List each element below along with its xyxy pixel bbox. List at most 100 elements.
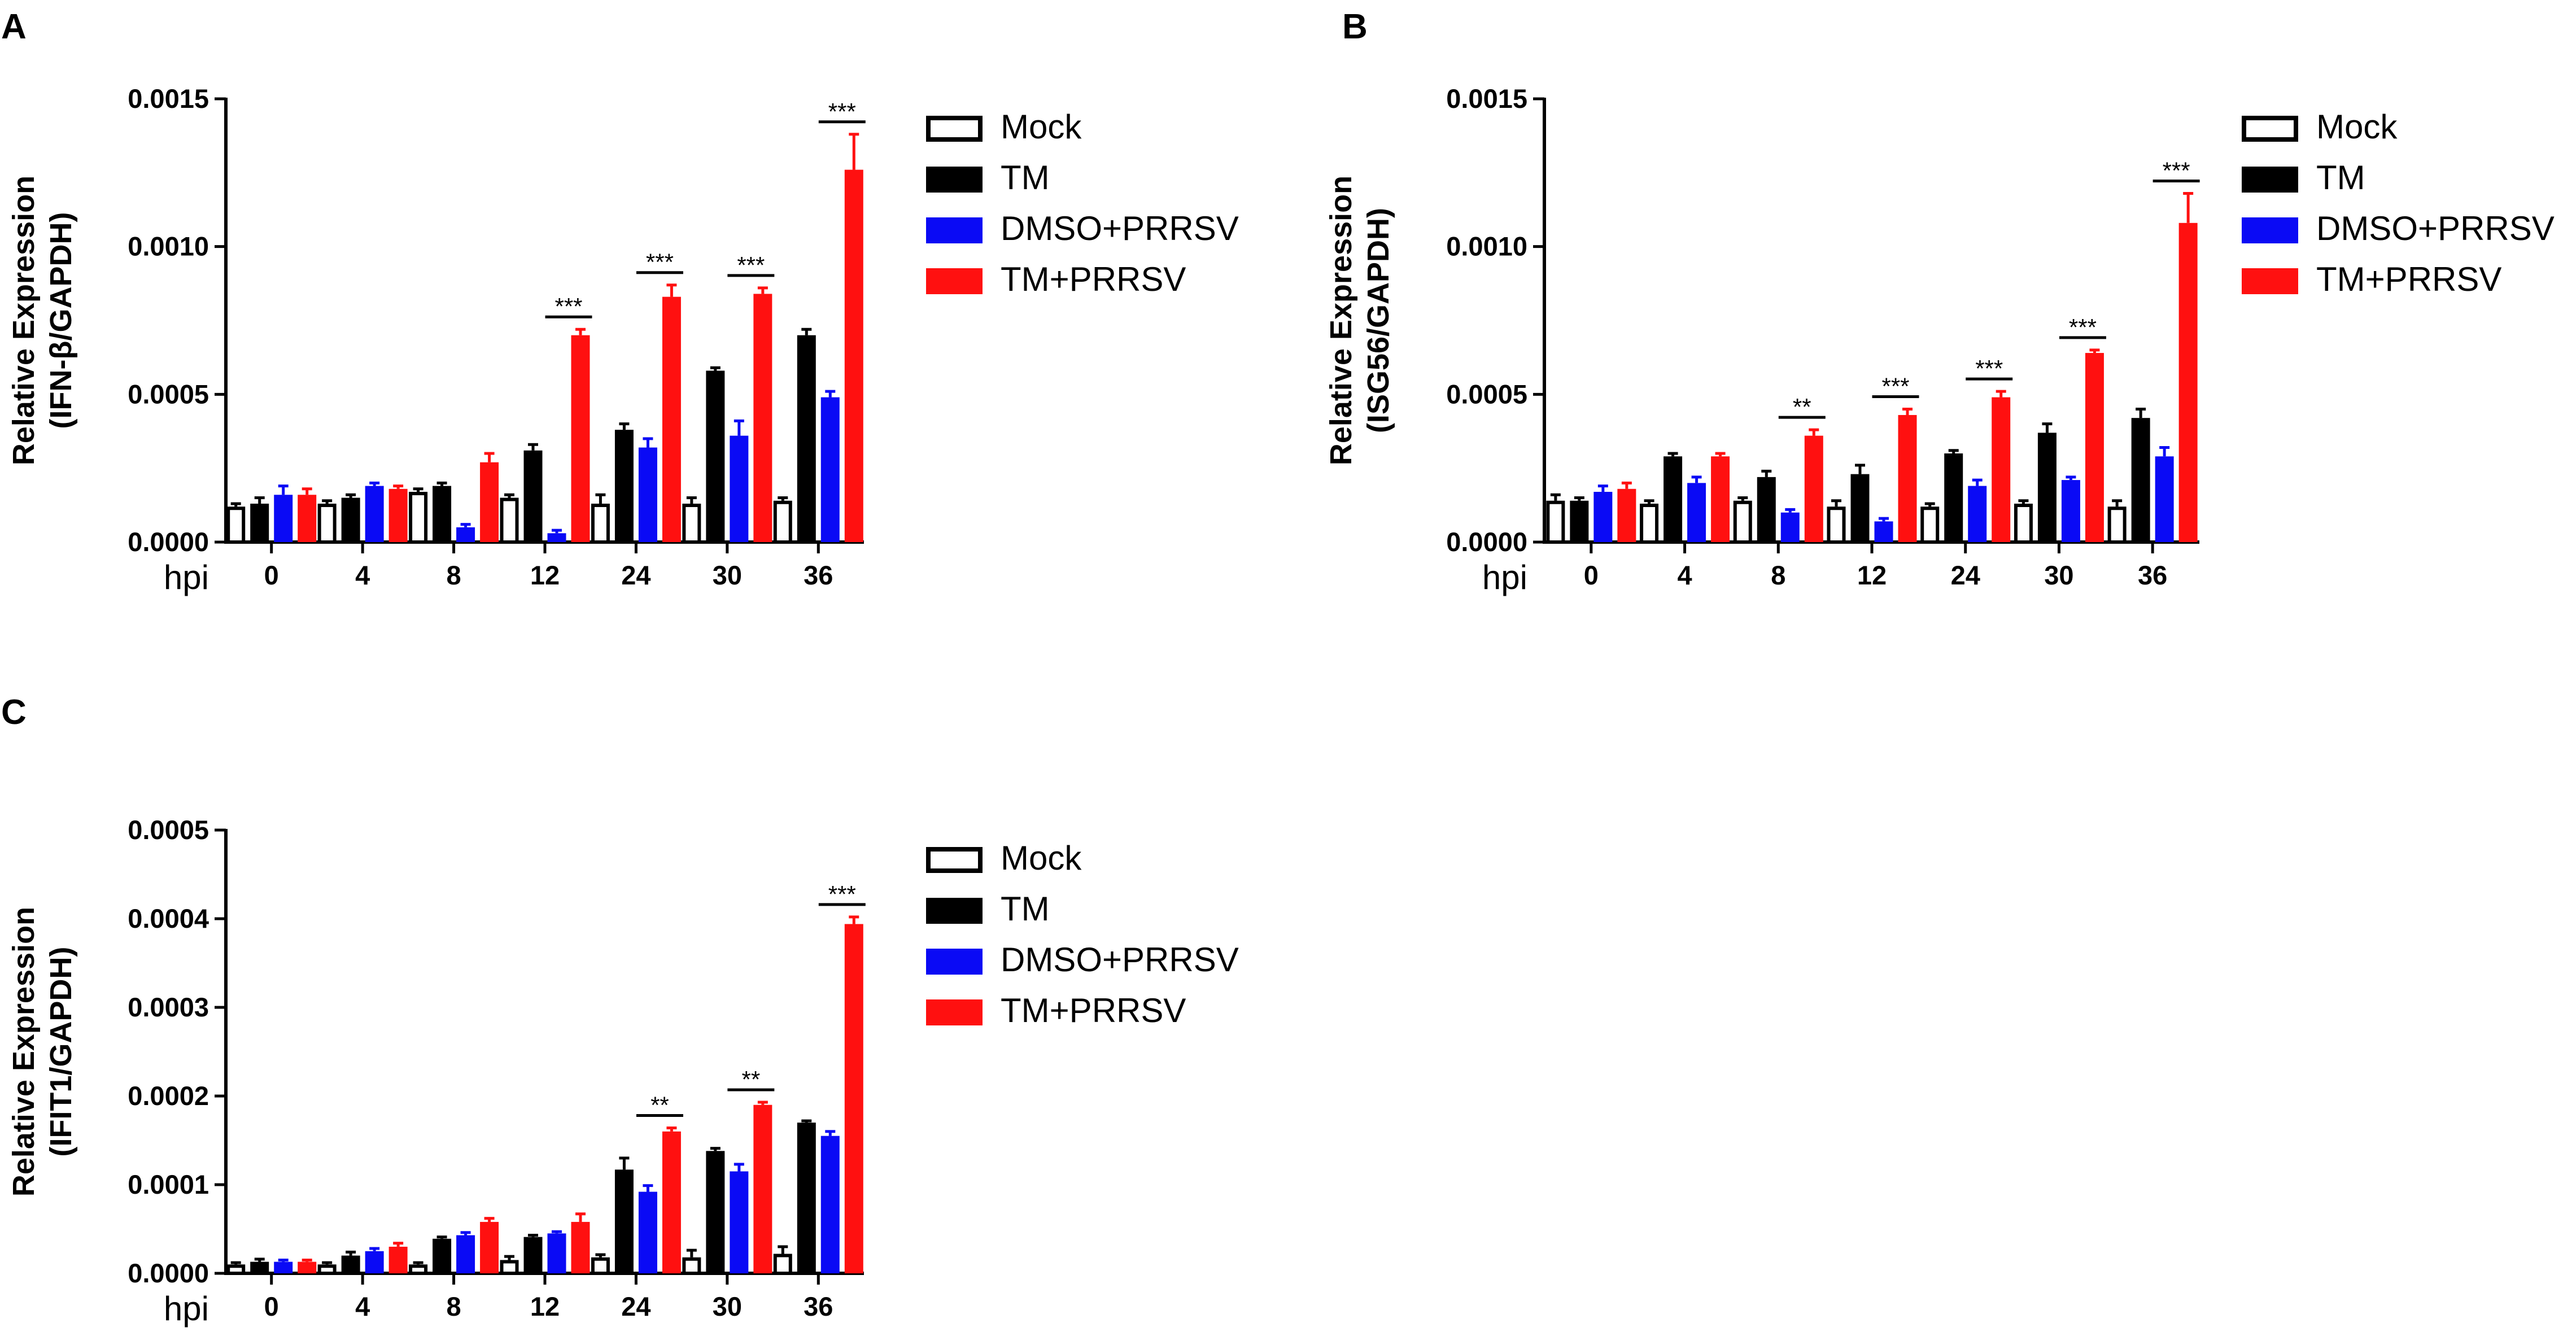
bar-mock: [409, 492, 428, 544]
legend-label: TM+PRRSV: [2316, 260, 2501, 298]
bar-tm: [523, 1237, 543, 1273]
significance-label: ***: [555, 293, 582, 320]
panel-b-letter: B: [1342, 7, 1368, 46]
x-tick-label: 4: [355, 560, 370, 590]
panel-a-letter: A: [1, 7, 27, 46]
bar-tm-prrsv: [753, 1104, 772, 1273]
significance-label: **: [742, 1066, 761, 1093]
legend-swatch-tm-prrsv: [2242, 268, 2298, 294]
y-axis-label: Relative Expression: [1324, 176, 1358, 465]
x-tick-label: 12: [530, 560, 560, 590]
bar-tm: [1570, 500, 1589, 542]
x-tick-label: 12: [1857, 560, 1887, 590]
legend-swatch-tm: [2242, 167, 2298, 193]
bar-dmso-prrsv: [2061, 480, 2080, 542]
y-tick-label: 0.0000: [128, 1258, 209, 1288]
bar-mock: [591, 503, 610, 544]
legend-label: DMSO+PRRSV: [2316, 209, 2555, 247]
x-tick-label: 36: [804, 560, 833, 590]
bar-tm-prrsv: [662, 1131, 681, 1273]
bar-tm: [797, 1123, 816, 1273]
y-tick-label: 0.0015: [1446, 84, 1527, 113]
bar-dmso-prrsv: [730, 435, 749, 542]
bar-dmso-prrsv: [456, 527, 475, 542]
legend-label: Mock: [1001, 108, 1082, 146]
bar-mock: [2014, 503, 2033, 544]
y-tick-label: 0.0005: [128, 815, 209, 845]
bar-tm: [250, 503, 269, 542]
bar-mock: [409, 1264, 428, 1276]
panel-a: A 0.0000 0.0005 0.0010 0.0015 Relative Expre…: [1, 7, 1239, 596]
significance-label: **: [650, 1092, 669, 1119]
bar-tm-prrsv: [1898, 414, 1917, 542]
y-tick-label: 0.0000: [128, 527, 209, 557]
bar-tm-prrsv: [388, 488, 408, 542]
x-tick-label: 36: [2138, 560, 2167, 590]
bar-tm-prrsv: [298, 1261, 317, 1273]
y-tick-label: 0.0003: [128, 992, 209, 1022]
bar-tm: [250, 1261, 269, 1273]
y-tick-label: 0.0015: [128, 84, 209, 113]
bar-tm-prrsv: [2085, 353, 2104, 542]
bar-tm-prrsv: [480, 462, 499, 542]
bar-tm-prrsv: [753, 294, 772, 542]
y-axis-label: Relative Expression: [7, 176, 41, 465]
significance-label: **: [1793, 394, 1811, 420]
bar-mock: [1827, 507, 1846, 544]
bar-tm: [341, 1255, 360, 1273]
bar-dmso-prrsv: [365, 1251, 384, 1273]
bar-tm: [523, 450, 543, 542]
bar-tm-prrsv: [1992, 397, 2011, 542]
x-tick-label: 24: [621, 1291, 650, 1321]
legend-swatch-dmso-prrsv: [926, 217, 983, 243]
bar-dmso-prrsv: [730, 1171, 749, 1273]
bar-tm: [614, 1169, 634, 1273]
y-tick-label: 0.0010: [1446, 232, 1527, 261]
bar-tm-prrsv: [571, 1221, 590, 1273]
legend-label: Mock: [2316, 108, 2398, 146]
bar-dmso-prrsv: [2155, 456, 2174, 542]
bar-mock: [317, 503, 337, 544]
legend-swatch-tm-prrsv: [926, 268, 983, 294]
legend-label: TM+PRRSV: [1001, 992, 1186, 1029]
bar-tm-prrsv: [1804, 435, 1823, 542]
bar-dmso-prrsv: [638, 1191, 657, 1273]
x-tick-label: 0: [1584, 560, 1599, 590]
legend-swatch-mock: [926, 847, 983, 873]
bar-tm-prrsv: [298, 495, 317, 542]
bar-tm: [1850, 474, 1870, 542]
y-axis-label-unit: (IFN-β/GAPDH): [44, 212, 78, 429]
bar-mock: [2107, 507, 2127, 544]
bar-mock: [500, 1260, 519, 1275]
x-tick-label: 8: [447, 560, 461, 590]
bar-tm-prrsv: [480, 1221, 499, 1273]
legend-swatch-mock: [2242, 116, 2298, 142]
bar-dmso-prrsv: [1780, 512, 1800, 542]
bar-mock: [226, 1264, 246, 1276]
panel-c-letter: C: [1, 693, 27, 732]
bar-mock: [682, 1257, 701, 1275]
legend-swatch-tm: [926, 167, 983, 193]
bar-tm-prrsv: [1711, 456, 1730, 542]
bar-mock: [1920, 507, 1940, 544]
legend-swatch-tm: [926, 898, 983, 924]
bar-tm-prrsv: [2178, 222, 2198, 542]
bar-tm: [1664, 456, 1683, 542]
y-tick-label: 0.0005: [1446, 379, 1527, 409]
y-tick-label: 0.0010: [128, 232, 209, 261]
significance-label: ***: [737, 252, 765, 278]
bar-tm: [433, 486, 452, 542]
y-tick-label: 0.0005: [128, 379, 209, 409]
bar-tm: [2131, 418, 2150, 542]
significance-label: ***: [646, 249, 674, 276]
x-tick-label: 30: [713, 560, 742, 590]
legend-label: TM: [2316, 159, 2365, 197]
bar-dmso-prrsv: [1874, 521, 1893, 542]
bar-tm: [706, 1151, 725, 1273]
bar-dmso-prrsv: [1968, 486, 1987, 542]
x-tick-label: 30: [2044, 560, 2073, 590]
y-tick-label: 0.0002: [128, 1081, 209, 1111]
legend-label: DMSO+PRRSV: [1001, 941, 1239, 979]
x-tick-label: 0: [264, 1291, 279, 1321]
x-axis-prefix-label: hpi: [1482, 558, 1527, 596]
